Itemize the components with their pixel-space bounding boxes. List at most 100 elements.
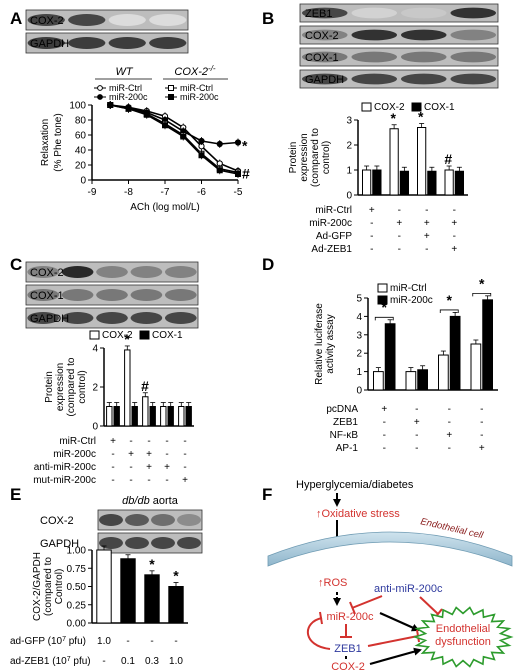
sig-hash: # xyxy=(242,166,250,182)
condition-label: miR-Ctrl xyxy=(59,436,96,447)
bar xyxy=(185,406,192,427)
sig-star: * xyxy=(173,568,179,584)
condition-sign: + xyxy=(369,205,375,216)
blot-band xyxy=(149,14,187,26)
y-axis-label: (compared to xyxy=(310,128,321,187)
mir-feedback-loop xyxy=(306,617,331,650)
blot-band xyxy=(400,29,447,41)
y-axis-label: (% Phe tone) xyxy=(53,113,64,171)
panel-label-d: D xyxy=(262,255,274,274)
condition-label: NF-κB xyxy=(330,430,359,441)
panel-e: E db/db aorta COX-2 GAPDH 0.00 0.25 0.50 0.7… xyxy=(10,485,203,668)
blot-band xyxy=(99,514,123,526)
blot-band xyxy=(96,312,128,324)
blot-band xyxy=(151,537,175,549)
y-tick-label: 20 xyxy=(75,161,87,172)
condition-sign: - xyxy=(453,231,456,242)
condition-sign: - xyxy=(370,231,373,242)
legend-swatch xyxy=(377,295,388,305)
condition-sign: - xyxy=(448,443,451,454)
protein-chart-b: 0 1 2 3 Protein expression (compared to control… xyxy=(288,102,468,255)
blot-band xyxy=(177,537,201,549)
group-label-ko-sup: -/- xyxy=(208,64,216,73)
condition-value: 1.0 xyxy=(169,656,183,667)
condition-sign: - xyxy=(183,462,186,473)
series-line xyxy=(110,104,239,175)
condition-sign: - xyxy=(415,404,418,415)
bar xyxy=(372,169,382,196)
condition-sign: - xyxy=(415,443,418,454)
x-tick-label: -5 xyxy=(234,187,243,198)
panel-b: B ZEB1 COX-2 COX-1 GAPDH 0 1 2 3 Protein express… xyxy=(262,3,499,255)
arrow-mir-to-dys xyxy=(379,611,420,632)
blot-band xyxy=(164,312,197,324)
bar xyxy=(149,406,156,427)
panel-a: A COX-2 GAPDH -9 -8 -7 -6 -5 0 20 40 60 80 100 ACh (… xyxy=(10,9,250,213)
condition-sign: - xyxy=(453,205,456,216)
condition-sign: - xyxy=(398,231,401,242)
blot-label: COX-2 xyxy=(40,515,74,527)
blot-band xyxy=(27,37,65,49)
y-axis-label: (compared to xyxy=(43,557,54,616)
legend-swatch xyxy=(361,102,372,112)
condition-label: ad-ZEB1 (107 pfu) xyxy=(10,656,91,668)
condition-label: miR-200c xyxy=(53,449,96,460)
bar xyxy=(373,371,384,391)
condition-label-main: ad-GFP (10 xyxy=(10,636,62,647)
condition-sign: - xyxy=(111,449,114,460)
anti-inhibit-mir xyxy=(351,595,383,609)
blot-band xyxy=(164,266,197,278)
blot-band xyxy=(130,289,163,301)
y-axis-label: (compared to xyxy=(66,357,77,416)
cell-membrane xyxy=(267,531,513,567)
blot-band xyxy=(61,266,94,278)
blot-band xyxy=(61,312,94,324)
bar xyxy=(160,406,167,427)
blot-band xyxy=(68,14,106,26)
group-label-wt: WT xyxy=(115,66,133,78)
sig-star: * xyxy=(418,109,424,125)
legend-label: COX-1 xyxy=(424,102,455,113)
legend-label: miR-Ctrl xyxy=(109,83,142,93)
blot-band xyxy=(400,73,447,85)
blot-band xyxy=(450,73,497,85)
zeb-inhibit-dys xyxy=(367,635,419,647)
bar xyxy=(417,127,427,196)
blot-band xyxy=(164,289,197,301)
y-tick-label: 80 xyxy=(75,116,87,127)
condition-sign: - xyxy=(480,417,483,428)
dysfunction-line1: Endothelial xyxy=(436,623,490,635)
y-axis-label: Protein xyxy=(288,142,299,174)
data-point xyxy=(107,102,114,108)
blot-band xyxy=(27,289,60,301)
bar xyxy=(399,170,409,196)
blot-band xyxy=(130,266,163,278)
y-tick-label: 0.75 xyxy=(67,564,87,575)
condition-label: ZEB1 xyxy=(333,417,358,428)
blot-strip xyxy=(299,47,499,67)
condition-sign: + xyxy=(164,462,170,473)
condition-sign: - xyxy=(111,475,114,486)
arrow-cox-to-dys xyxy=(369,647,422,666)
condition-sign: + xyxy=(182,475,188,486)
legend-marker xyxy=(168,94,174,100)
condition-sign: + xyxy=(381,404,387,415)
condition-label: ad-GFP (107 pfu) xyxy=(10,636,86,648)
blot-label: GAPDH xyxy=(30,313,69,325)
sig-star: * xyxy=(479,275,485,291)
y-tick-label: 0.00 xyxy=(67,619,87,630)
condition-sign: - xyxy=(425,244,428,255)
condition-sign: - xyxy=(383,443,386,454)
x-tick-label: -6 xyxy=(197,187,206,198)
legend-swatch xyxy=(139,330,150,340)
condition-sign: - xyxy=(165,436,168,447)
blot-band xyxy=(301,29,348,41)
sig-star: * xyxy=(391,110,397,126)
y-tick-label: 1.00 xyxy=(67,546,87,557)
luciferase-chart: 0 1 2 3 4 5 Relative luciferase activity assay *… xyxy=(314,275,498,454)
y-tick-label: 5 xyxy=(356,294,362,305)
blot-c: COX-2 COX-1 GAPDH xyxy=(25,261,199,329)
legend-swatch xyxy=(411,102,422,112)
condition-label: miR-200c xyxy=(309,218,352,229)
bar xyxy=(144,574,160,624)
